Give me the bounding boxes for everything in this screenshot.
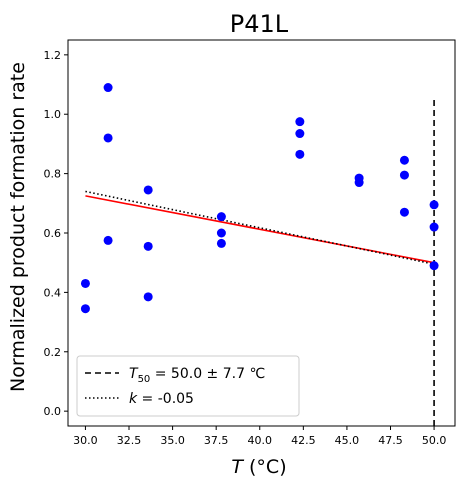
chart-title: P41L (230, 10, 289, 38)
data-point (429, 222, 439, 232)
data-point (399, 155, 409, 165)
x-tick-label: 32.5 (117, 434, 142, 447)
data-point (80, 278, 90, 288)
y-axis-title: Normalized product formation rate (7, 62, 29, 392)
x-tick-label: 40.0 (248, 434, 273, 447)
data-point (354, 178, 364, 188)
legend-subscript: 50 (138, 374, 151, 385)
data-series (80, 83, 439, 426)
data-point (103, 133, 113, 143)
data-point (399, 170, 409, 180)
data-point (295, 129, 305, 139)
x-tick-label: 47.5 (378, 434, 403, 447)
legend-box (76, 355, 300, 417)
x-axis-unit: (°C) (243, 456, 287, 478)
y-tick-label: 0.4 (44, 286, 62, 299)
x-tick-label: 50.0 (422, 434, 447, 447)
legend-label: T50 = 50.0 ± 7.7 ℃ (129, 366, 265, 385)
x-axis-title: T (°C) (231, 456, 286, 478)
data-point (103, 83, 113, 93)
x-tick-label: 35.0 (160, 434, 185, 447)
legend: T50 = 50.0 ± 7.7 ℃ k = -0.05 (76, 355, 300, 417)
data-point (143, 185, 153, 195)
data-point (103, 235, 113, 245)
y-tick-label: 1.0 (44, 108, 62, 121)
legend-value: = -0.05 (137, 391, 194, 407)
fit-line (85, 195, 435, 264)
data-point (429, 200, 439, 210)
data-point (80, 304, 90, 314)
x-tick-label: 37.5 (204, 434, 229, 447)
data-point (216, 228, 226, 238)
legend-var: k (129, 391, 138, 407)
y-tick-label: 1.2 (44, 49, 62, 62)
y-tick-label: 0.6 (44, 227, 62, 240)
data-point (429, 261, 439, 271)
x-axis-var: T (231, 456, 244, 478)
data-point (143, 241, 153, 251)
y-tick-label: 0.8 (44, 168, 62, 181)
y-axis: 0.0 0.2 0.4 0.6 0.8 1.0 1.2 (44, 49, 68, 418)
y-tick-label: 0.0 (44, 405, 62, 418)
data-point (143, 292, 153, 302)
x-axis: 30.0 32.5 35.0 37.5 40.0 42.5 45.0 47.5 50.0 (73, 426, 446, 447)
k-line (85, 190, 435, 265)
x-tick-label: 42.5 (291, 434, 316, 447)
legend-label: k = -0.05 (129, 391, 194, 407)
x-tick-label: 45.0 (335, 434, 360, 447)
y-tick-label: 0.2 (44, 346, 62, 359)
data-point (295, 149, 305, 159)
x-tick-label: 30.0 (73, 434, 98, 447)
legend-value: = 50.0 ± 7.7 ℃ (150, 366, 265, 382)
data-point (216, 238, 226, 248)
data-point (295, 117, 305, 127)
data-point (399, 207, 409, 217)
data-point (216, 212, 226, 222)
legend-var: T (129, 366, 139, 382)
